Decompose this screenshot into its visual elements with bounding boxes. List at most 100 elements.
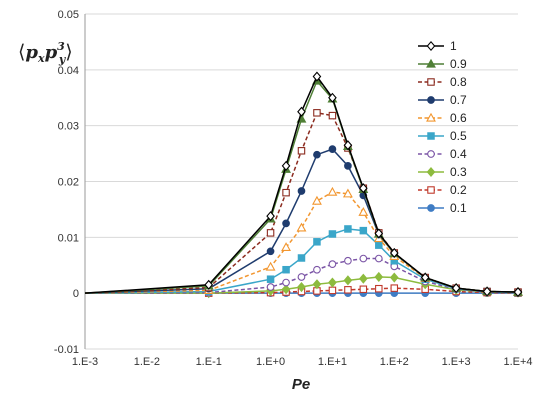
data-point xyxy=(342,188,353,198)
legend-label: 0.7 xyxy=(450,93,467,107)
data-point xyxy=(266,211,275,222)
legend-marker xyxy=(426,58,436,68)
data-point xyxy=(328,111,337,120)
y-tick-label: 0.04 xyxy=(58,65,79,77)
y-tick-label: -0.01 xyxy=(54,344,79,356)
data-point xyxy=(266,283,275,291)
legend-entry: 0.6 xyxy=(418,111,467,125)
data-point xyxy=(266,229,275,237)
legend-label: 0.8 xyxy=(450,75,467,89)
ylabel-sup2: 3 xyxy=(57,40,65,53)
legend-marker xyxy=(427,186,435,194)
legend-entry: 0.5 xyxy=(418,129,467,143)
data-point xyxy=(482,286,492,297)
x-tick-label: 1.E+1 xyxy=(318,356,347,368)
data-point xyxy=(359,254,368,263)
y-tick-labels: 0.05 0.04 0.03 0.02 0.01 0 -0.01 xyxy=(54,9,79,356)
data-point xyxy=(513,287,523,298)
data-point xyxy=(282,219,290,228)
data-point xyxy=(297,273,306,281)
legend-label: 1 xyxy=(450,39,457,53)
ylabel-close-bracket: ⟩ xyxy=(65,41,72,63)
y-axis-title: ⟨pxp3 y⟩ xyxy=(18,40,73,66)
data-point xyxy=(312,195,322,205)
legend-label: 0.1 xyxy=(450,201,467,215)
data-point xyxy=(344,256,352,265)
data-point xyxy=(266,247,275,256)
legend-entry: 0.4 xyxy=(418,147,467,161)
legend-marker xyxy=(427,150,435,158)
data-point xyxy=(390,284,399,292)
series-line xyxy=(84,191,519,294)
gridlines xyxy=(85,13,518,350)
data-point xyxy=(359,183,368,194)
legend-label: 0.3 xyxy=(450,165,467,179)
data-point xyxy=(204,279,214,290)
data-point xyxy=(375,284,383,293)
data-point xyxy=(389,247,399,259)
ylabel-term2: p xyxy=(45,42,58,63)
data-point xyxy=(328,286,337,295)
data-point xyxy=(297,147,306,155)
x-tick-label: 1.E+4 xyxy=(503,356,532,368)
data-point xyxy=(451,283,461,294)
data-point xyxy=(282,188,290,197)
data-point xyxy=(344,286,352,294)
data-point xyxy=(359,285,368,294)
data-point xyxy=(296,222,307,232)
legend-entry: 1 xyxy=(418,39,457,53)
y-tick-label: 0 xyxy=(73,288,79,300)
data-point xyxy=(374,228,384,239)
y-tick-label: 0.01 xyxy=(58,232,79,244)
data-point xyxy=(312,279,322,290)
data-point xyxy=(343,140,353,151)
data-point xyxy=(344,162,352,170)
data-point xyxy=(358,206,369,216)
legend-marker xyxy=(427,96,435,104)
legend-entry: 0.8 xyxy=(418,75,467,89)
x-tick-labels: 1.E-3 1.E-2 1.E-1 1.E+0 1.E+1 1.E+2 1.E+3 1.E+4 xyxy=(72,356,533,368)
legend-marker xyxy=(426,40,436,52)
data-point xyxy=(359,273,368,284)
data-point xyxy=(359,226,368,235)
data-point xyxy=(297,187,306,195)
legend-marker xyxy=(427,78,435,86)
legend-label: 0.5 xyxy=(450,129,467,143)
ylabel-sub1: x xyxy=(37,52,45,65)
data-point xyxy=(297,254,306,262)
legend-marker xyxy=(427,204,435,212)
legend-marker xyxy=(426,166,436,178)
data-point xyxy=(281,284,291,295)
legend-label: 0.6 xyxy=(450,111,467,125)
data-point xyxy=(313,238,321,246)
data-point xyxy=(327,186,338,196)
legend-label: 0.9 xyxy=(450,57,467,71)
y-tick-label: 0.05 xyxy=(58,9,79,21)
ylabel-sub2: y xyxy=(58,53,67,66)
data-point xyxy=(420,272,430,283)
data-point xyxy=(297,281,306,293)
data-point xyxy=(282,265,290,274)
legend-entry: 0.9 xyxy=(418,57,467,71)
legend: 1 0.9 0.8 0.7 0.6 0.5 0.4 0.3 0.2 0.1 xyxy=(418,39,467,215)
x-tick-label: 1.E+3 xyxy=(442,356,471,368)
y-tick-label: 0.03 xyxy=(58,121,79,133)
data-point xyxy=(282,278,290,287)
data-point xyxy=(328,230,337,238)
legend-entry: 0.1 xyxy=(418,201,467,215)
data-point xyxy=(313,109,321,117)
data-point xyxy=(266,275,275,283)
data-point xyxy=(281,242,291,252)
data-point xyxy=(343,275,353,286)
data-point xyxy=(375,241,383,249)
data-point xyxy=(297,106,306,117)
x-tick-label: 1.E+0 xyxy=(256,356,285,368)
x-tick-label: 1.E-3 xyxy=(72,356,98,368)
legend-label: 0.2 xyxy=(450,183,467,197)
data-point xyxy=(265,261,276,271)
x-axis-title: Pe xyxy=(292,376,310,393)
legend-entry: 0.2 xyxy=(418,183,467,197)
ylabel-open-bracket: ⟨ xyxy=(18,41,25,63)
data-point xyxy=(313,265,321,274)
